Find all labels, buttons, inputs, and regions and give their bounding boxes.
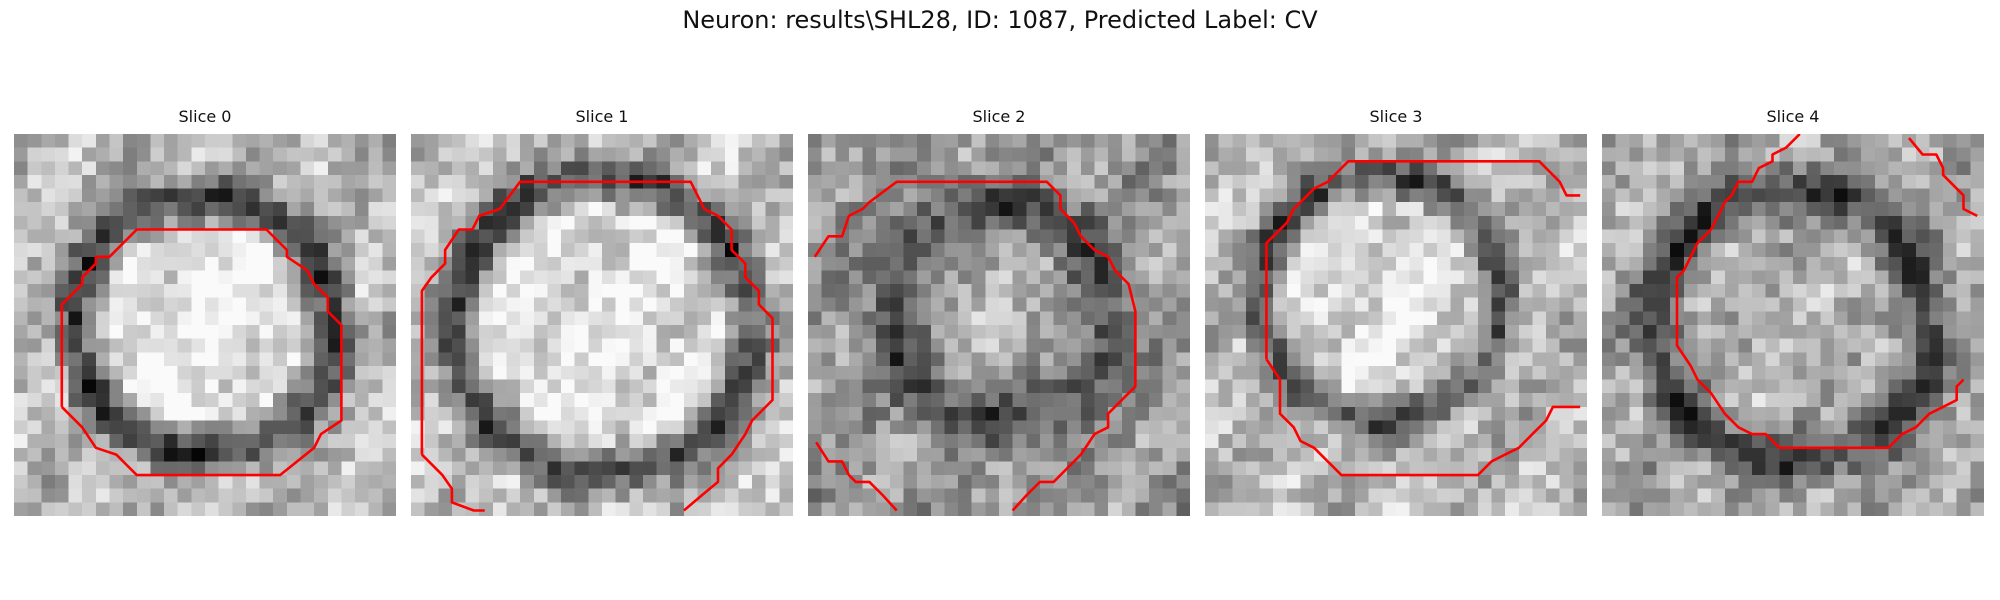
slice-image [411,134,793,516]
pixel-grid [1602,134,1984,516]
contour-line [1265,159,1581,360]
contour-line [420,453,485,512]
contour-line [1675,134,1965,450]
slice-title: Slice 0 [178,107,232,126]
pixel-grid [14,134,396,516]
slice-title: Slice 2 [972,107,1026,126]
pixel-grid [1205,134,1587,516]
slice-image [1205,134,1587,516]
slice-title: Slice 4 [1766,107,1820,126]
slice-title: Slice 3 [1369,107,1423,126]
pixel-grid [411,134,793,516]
contour-line [815,441,898,512]
contour-line [420,180,774,512]
slice-title: Slice 1 [575,107,629,126]
contour-line [60,228,343,477]
contour-line [1907,137,1978,218]
contour-line [813,180,1137,512]
figure-title: Neuron: results\SHL28, ID: 1087, Predict… [682,6,1318,34]
slice-image [1602,134,1984,516]
pixel-grid [808,134,1190,516]
slice-image [808,134,1190,516]
contour-line [1265,358,1581,477]
slice-image [14,134,396,516]
